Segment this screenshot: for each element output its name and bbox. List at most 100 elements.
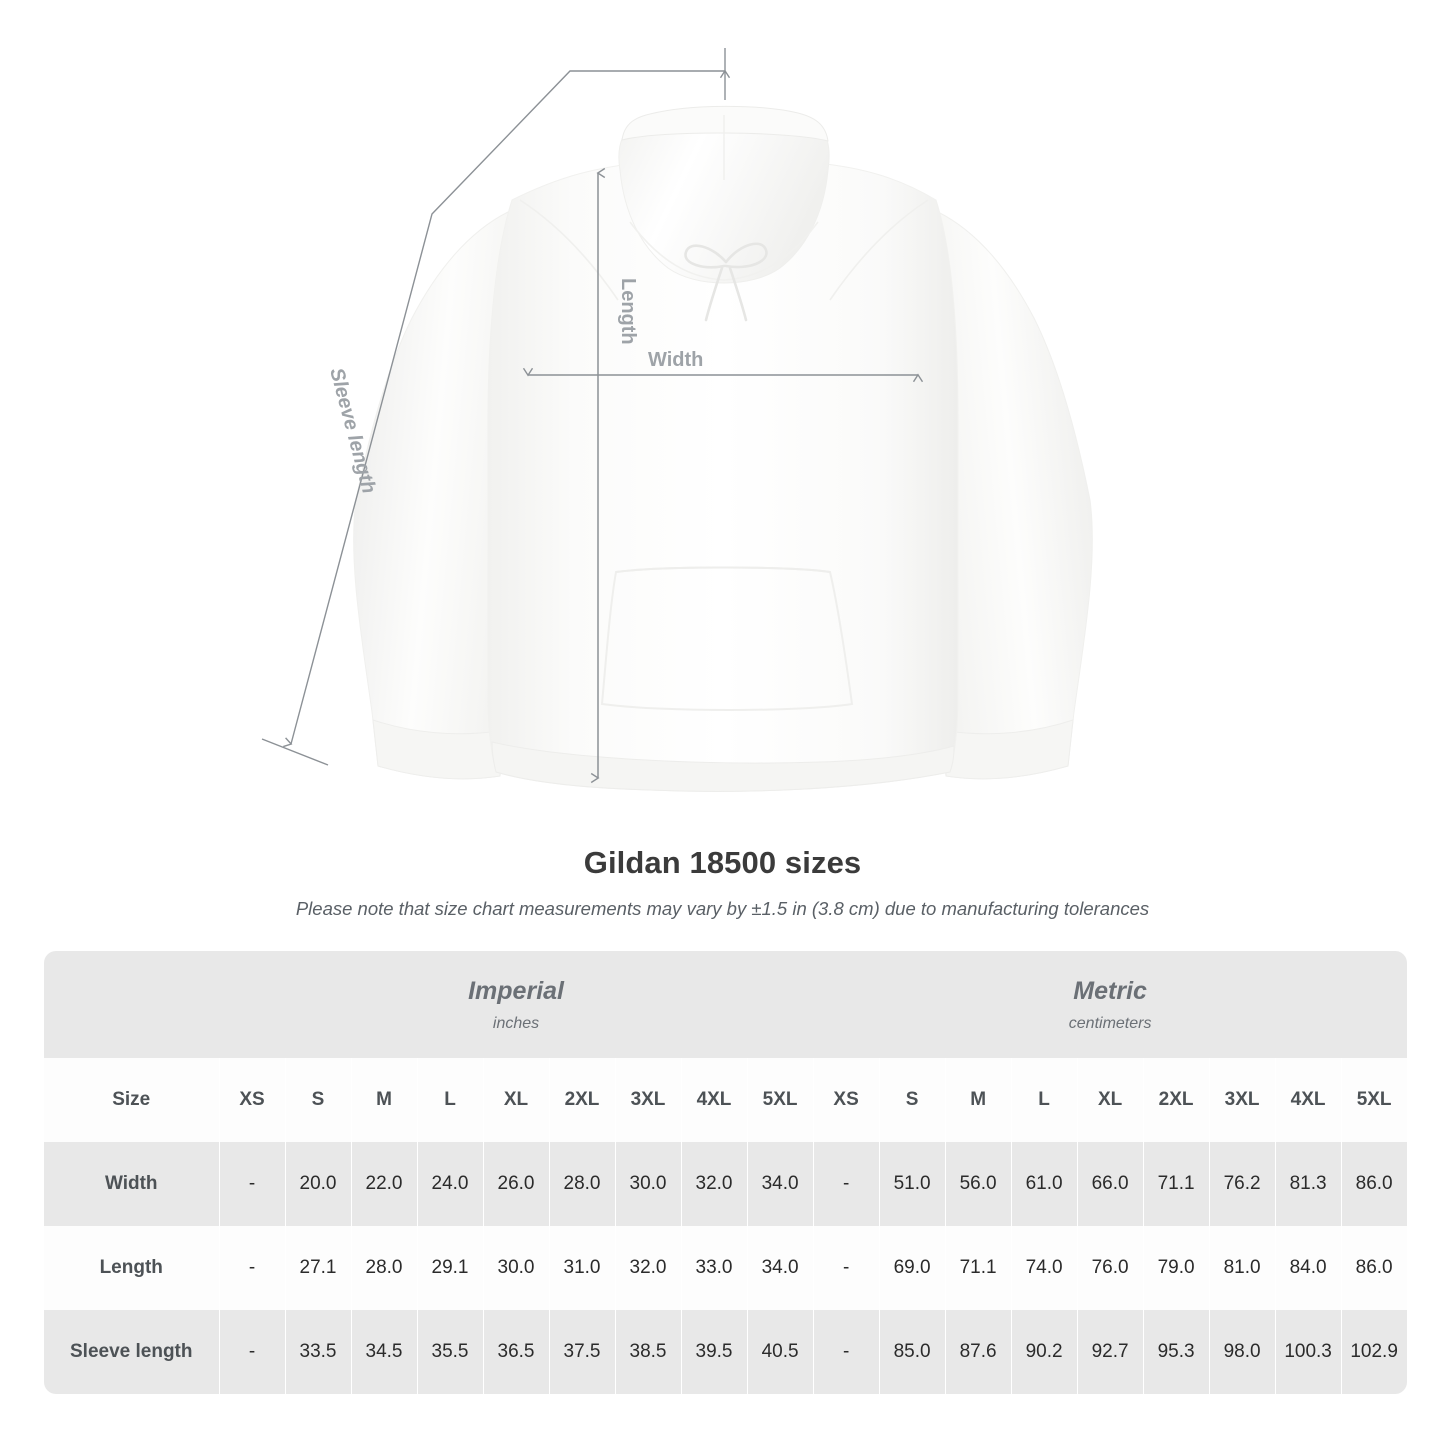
sleeve-imperial-xl: 36.5: [482, 1310, 550, 1394]
length-metric-s: 69.0: [878, 1226, 946, 1310]
width-imperial-xl: 26.0: [482, 1142, 550, 1226]
sleeve-imperial-5xl: 40.5: [746, 1310, 814, 1394]
width-metric-5xl: 86.0: [1340, 1142, 1408, 1226]
length-imperial-xs: -: [218, 1226, 286, 1310]
size-header-metric-s: S: [878, 1058, 946, 1142]
sleeve-metric-m: 87.6: [944, 1310, 1012, 1394]
width-metric-xs: -: [812, 1142, 880, 1226]
table-row-length: Length - 27.1 28.0 29.1 30.0 31.0 32.0 3…: [44, 1226, 1408, 1310]
length-imperial-3xl: 32.0: [614, 1226, 682, 1310]
size-header-imperial-3xl: 3XL: [614, 1058, 682, 1142]
width-imperial-5xl: 34.0: [746, 1142, 814, 1226]
sleeve-metric-4xl: 100.3: [1274, 1310, 1342, 1394]
title-block: Gildan 18500 sizes Please note that size…: [0, 845, 1445, 920]
width-imperial-l: 24.0: [416, 1142, 484, 1226]
size-header-metric-l: L: [1010, 1058, 1078, 1142]
sleeve-metric-2xl: 95.3: [1142, 1310, 1210, 1394]
table-row-sleeve-length: Sleeve length - 33.5 34.5 35.5 36.5 37.5…: [44, 1310, 1408, 1394]
row-label-length: Length: [44, 1226, 219, 1310]
size-header-row: Size XS S M L XL 2XL 3XL 4XL 5XL XS S M …: [44, 1058, 1408, 1142]
sleeve-metric-5xl: 102.9: [1340, 1310, 1408, 1394]
unit-banner-metric: Metric centimeters: [813, 951, 1408, 1058]
width-metric-4xl: 81.3: [1274, 1142, 1342, 1226]
size-header-metric-4xl: 4XL: [1274, 1058, 1342, 1142]
size-column-header: Size: [44, 1058, 219, 1142]
width-metric-s: 51.0: [878, 1142, 946, 1226]
width-imperial-xs: -: [218, 1142, 286, 1226]
page-title: Gildan 18500 sizes: [583, 845, 862, 880]
size-header-metric-xl: XL: [1076, 1058, 1144, 1142]
length-imperial-m: 28.0: [350, 1226, 418, 1310]
metric-system-label: Metric: [1073, 976, 1147, 1005]
sleeve-length-measure-line: [283, 69, 731, 748]
length-imperial-5xl: 34.0: [746, 1226, 814, 1310]
size-chart-table-wrap: Imperial inches Metric centimeters Size …: [44, 951, 1408, 1394]
unit-banner-row: Imperial inches Metric centimeters: [44, 951, 1408, 1058]
imperial-unit-label: inches: [492, 1014, 540, 1032]
width-imperial-2xl: 28.0: [548, 1142, 616, 1226]
length-metric-m: 71.1: [944, 1226, 1012, 1310]
size-header-imperial-xl: XL: [482, 1058, 550, 1142]
sleeve-imperial-s: 33.5: [284, 1310, 352, 1394]
measurement-tolerance-note: Please note that size chart measurements…: [295, 898, 1150, 919]
garment-measurement-diagram: Length Width Sleeve length: [261, 48, 1093, 792]
size-header-imperial-m: M: [350, 1058, 418, 1142]
row-label-width: Width: [44, 1142, 219, 1226]
size-chart-table: Imperial inches Metric centimeters Size …: [44, 951, 1408, 1394]
sleeve-metric-xl: 92.7: [1076, 1310, 1144, 1394]
width-metric-3xl: 76.2: [1208, 1142, 1276, 1226]
sleeve-imperial-l: 35.5: [416, 1310, 484, 1394]
hoodie-right-cuff: [945, 719, 1074, 780]
size-header-imperial-s: S: [284, 1058, 352, 1142]
size-header-metric-xs: XS: [812, 1058, 880, 1142]
size-header-imperial-l: L: [416, 1058, 484, 1142]
width-imperial-s: 20.0: [284, 1142, 352, 1226]
sleeve-imperial-4xl: 39.5: [680, 1310, 748, 1394]
size-header-metric-2xl: 2XL: [1142, 1058, 1210, 1142]
length-metric-xl: 76.0: [1076, 1226, 1144, 1310]
sleeve-metric-3xl: 98.0: [1208, 1310, 1276, 1394]
length-metric-l: 74.0: [1010, 1226, 1078, 1310]
size-header-imperial-2xl: 2XL: [548, 1058, 616, 1142]
width-imperial-4xl: 32.0: [680, 1142, 748, 1226]
length-metric-xs: -: [812, 1226, 880, 1310]
length-imperial-4xl: 33.0: [680, 1226, 748, 1310]
unit-banner-imperial: Imperial inches: [219, 951, 814, 1058]
width-metric-m: 56.0: [944, 1142, 1012, 1226]
length-imperial-s: 27.1: [284, 1226, 352, 1310]
size-header-imperial-4xl: 4XL: [680, 1058, 748, 1142]
sleeve-imperial-xs: -: [218, 1310, 286, 1394]
size-header-imperial-xs: XS: [218, 1058, 286, 1142]
metric-unit-label: centimeters: [1068, 1014, 1152, 1032]
sleeve-end-tick: [261, 738, 329, 766]
length-imperial-2xl: 31.0: [548, 1226, 616, 1310]
size-header-metric-5xl: 5XL: [1340, 1058, 1408, 1142]
sleeve-imperial-3xl: 38.5: [614, 1310, 682, 1394]
hoodie-hem: [491, 741, 955, 792]
imperial-system-label: Imperial: [468, 976, 564, 1005]
length-metric-5xl: 86.0: [1340, 1226, 1408, 1310]
width-label: Width: [648, 349, 703, 371]
unit-banner-spacer: [44, 951, 219, 1058]
width-metric-xl: 66.0: [1076, 1142, 1144, 1226]
sleeve-metric-l: 90.2: [1010, 1310, 1078, 1394]
size-header-metric-m: M: [944, 1058, 1012, 1142]
length-label: Length: [617, 278, 639, 345]
hoodie-illustration: [353, 105, 1093, 792]
length-metric-3xl: 81.0: [1208, 1226, 1276, 1310]
size-header-imperial-5xl: 5XL: [746, 1058, 814, 1142]
sleeve-imperial-2xl: 37.5: [548, 1310, 616, 1394]
width-metric-2xl: 71.1: [1142, 1142, 1210, 1226]
row-label-sleeve-length: Sleeve length: [44, 1310, 219, 1394]
sleeve-metric-s: 85.0: [878, 1310, 946, 1394]
width-imperial-m: 22.0: [350, 1142, 418, 1226]
width-metric-l: 61.0: [1010, 1142, 1078, 1226]
sleeve-metric-xs: -: [812, 1310, 880, 1394]
length-imperial-l: 29.1: [416, 1226, 484, 1310]
length-metric-4xl: 84.0: [1274, 1226, 1342, 1310]
size-header-metric-3xl: 3XL: [1208, 1058, 1276, 1142]
length-metric-2xl: 79.0: [1142, 1226, 1210, 1310]
width-imperial-3xl: 30.0: [614, 1142, 682, 1226]
sleeve-imperial-m: 34.5: [350, 1310, 418, 1394]
